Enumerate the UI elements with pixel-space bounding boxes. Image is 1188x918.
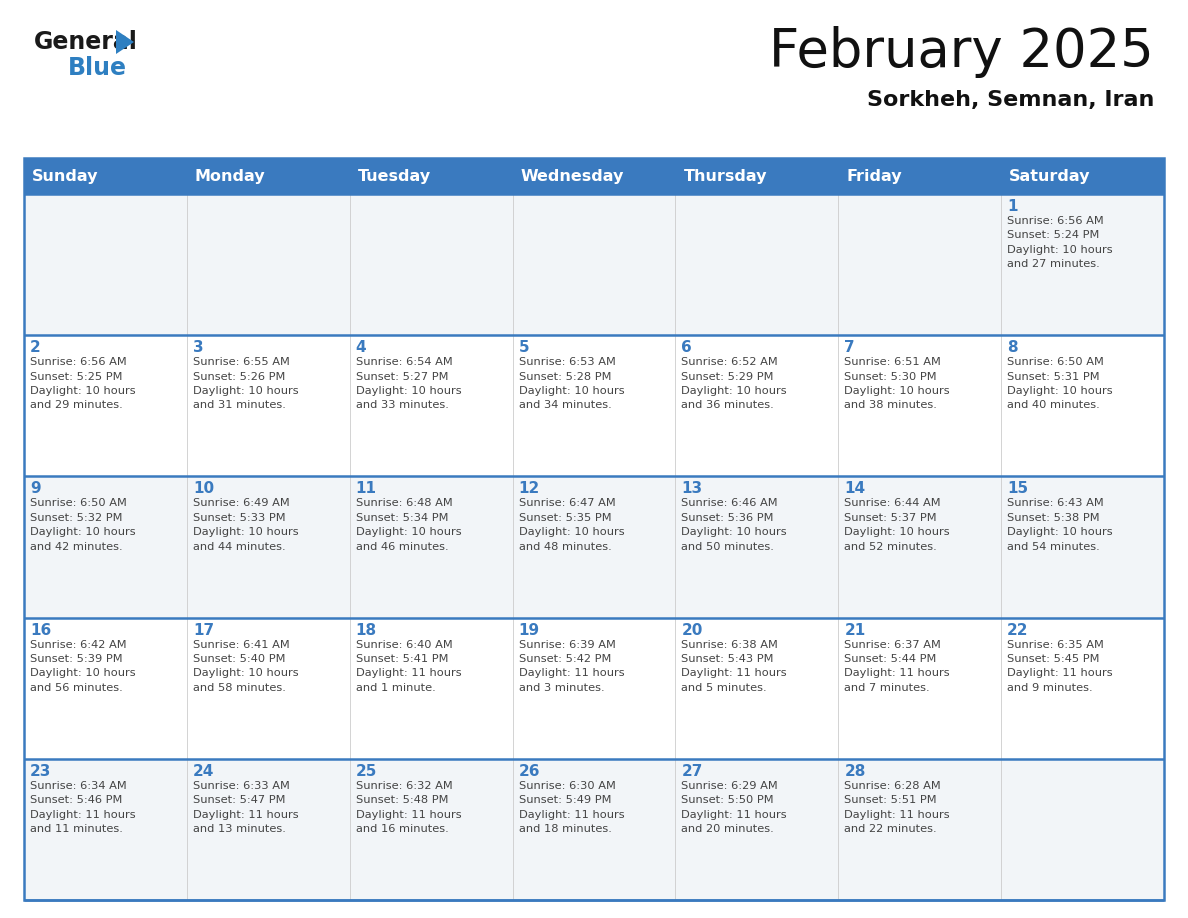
Text: Sunrise: 6:32 AM
Sunset: 5:48 PM
Daylight: 11 hours
and 16 minutes.: Sunrise: 6:32 AM Sunset: 5:48 PM Dayligh… (355, 781, 461, 834)
Text: 23: 23 (30, 764, 51, 778)
Polygon shape (116, 30, 134, 54)
Text: Sunrise: 6:37 AM
Sunset: 5:44 PM
Daylight: 11 hours
and 7 minutes.: Sunrise: 6:37 AM Sunset: 5:44 PM Dayligh… (845, 640, 950, 693)
Text: 17: 17 (192, 622, 214, 638)
Text: 15: 15 (1007, 481, 1029, 497)
Text: 16: 16 (30, 622, 51, 638)
Text: Sunrise: 6:44 AM
Sunset: 5:37 PM
Daylight: 10 hours
and 52 minutes.: Sunrise: 6:44 AM Sunset: 5:37 PM Dayligh… (845, 498, 950, 552)
Text: Sunrise: 6:49 AM
Sunset: 5:33 PM
Daylight: 10 hours
and 44 minutes.: Sunrise: 6:49 AM Sunset: 5:33 PM Dayligh… (192, 498, 298, 552)
Text: 27: 27 (682, 764, 703, 778)
Text: Sunrise: 6:50 AM
Sunset: 5:32 PM
Daylight: 10 hours
and 42 minutes.: Sunrise: 6:50 AM Sunset: 5:32 PM Dayligh… (30, 498, 135, 552)
Text: 6: 6 (682, 341, 693, 355)
Text: Thursday: Thursday (683, 169, 767, 184)
Text: General: General (34, 30, 138, 54)
Text: 21: 21 (845, 622, 866, 638)
Text: Sunrise: 6:50 AM
Sunset: 5:31 PM
Daylight: 10 hours
and 40 minutes.: Sunrise: 6:50 AM Sunset: 5:31 PM Dayligh… (1007, 357, 1113, 410)
Text: 3: 3 (192, 341, 203, 355)
Text: Tuesday: Tuesday (358, 169, 431, 184)
Text: 26: 26 (519, 764, 541, 778)
Text: Sunrise: 6:52 AM
Sunset: 5:29 PM
Daylight: 10 hours
and 36 minutes.: Sunrise: 6:52 AM Sunset: 5:29 PM Dayligh… (682, 357, 788, 410)
Text: Sunrise: 6:29 AM
Sunset: 5:50 PM
Daylight: 11 hours
and 20 minutes.: Sunrise: 6:29 AM Sunset: 5:50 PM Dayligh… (682, 781, 788, 834)
Text: 12: 12 (519, 481, 539, 497)
Text: Blue: Blue (68, 56, 127, 80)
Text: 20: 20 (682, 622, 703, 638)
Text: Sunday: Sunday (32, 169, 99, 184)
Text: 28: 28 (845, 764, 866, 778)
Text: Saturday: Saturday (1009, 169, 1091, 184)
Text: Sunrise: 6:43 AM
Sunset: 5:38 PM
Daylight: 10 hours
and 54 minutes.: Sunrise: 6:43 AM Sunset: 5:38 PM Dayligh… (1007, 498, 1113, 552)
Text: February 2025: February 2025 (770, 26, 1154, 78)
Text: 2: 2 (30, 341, 40, 355)
Text: Wednesday: Wednesday (520, 169, 624, 184)
Text: Sunrise: 6:54 AM
Sunset: 5:27 PM
Daylight: 10 hours
and 33 minutes.: Sunrise: 6:54 AM Sunset: 5:27 PM Dayligh… (355, 357, 461, 410)
Text: 14: 14 (845, 481, 865, 497)
Text: 9: 9 (30, 481, 40, 497)
Text: Sunrise: 6:35 AM
Sunset: 5:45 PM
Daylight: 11 hours
and 9 minutes.: Sunrise: 6:35 AM Sunset: 5:45 PM Dayligh… (1007, 640, 1113, 693)
Text: 10: 10 (192, 481, 214, 497)
Text: 18: 18 (355, 622, 377, 638)
Text: Sunrise: 6:41 AM
Sunset: 5:40 PM
Daylight: 10 hours
and 58 minutes.: Sunrise: 6:41 AM Sunset: 5:40 PM Dayligh… (192, 640, 298, 693)
Text: 22: 22 (1007, 622, 1029, 638)
Text: 4: 4 (355, 341, 366, 355)
Text: Sunrise: 6:56 AM
Sunset: 5:24 PM
Daylight: 10 hours
and 27 minutes.: Sunrise: 6:56 AM Sunset: 5:24 PM Dayligh… (1007, 216, 1113, 269)
Text: Sunrise: 6:53 AM
Sunset: 5:28 PM
Daylight: 10 hours
and 34 minutes.: Sunrise: 6:53 AM Sunset: 5:28 PM Dayligh… (519, 357, 624, 410)
Text: 1: 1 (1007, 199, 1018, 214)
Text: Friday: Friday (846, 169, 902, 184)
Text: Sunrise: 6:47 AM
Sunset: 5:35 PM
Daylight: 10 hours
and 48 minutes.: Sunrise: 6:47 AM Sunset: 5:35 PM Dayligh… (519, 498, 624, 552)
Text: Sunrise: 6:46 AM
Sunset: 5:36 PM
Daylight: 10 hours
and 50 minutes.: Sunrise: 6:46 AM Sunset: 5:36 PM Dayligh… (682, 498, 788, 552)
Text: Sunrise: 6:30 AM
Sunset: 5:49 PM
Daylight: 11 hours
and 18 minutes.: Sunrise: 6:30 AM Sunset: 5:49 PM Dayligh… (519, 781, 624, 834)
Text: 5: 5 (519, 341, 529, 355)
Text: Sunrise: 6:48 AM
Sunset: 5:34 PM
Daylight: 10 hours
and 46 minutes.: Sunrise: 6:48 AM Sunset: 5:34 PM Dayligh… (355, 498, 461, 552)
Text: Sunrise: 6:28 AM
Sunset: 5:51 PM
Daylight: 11 hours
and 22 minutes.: Sunrise: 6:28 AM Sunset: 5:51 PM Dayligh… (845, 781, 950, 834)
Text: Sunrise: 6:55 AM
Sunset: 5:26 PM
Daylight: 10 hours
and 31 minutes.: Sunrise: 6:55 AM Sunset: 5:26 PM Dayligh… (192, 357, 298, 410)
Text: Monday: Monday (195, 169, 265, 184)
Text: Sunrise: 6:38 AM
Sunset: 5:43 PM
Daylight: 11 hours
and 5 minutes.: Sunrise: 6:38 AM Sunset: 5:43 PM Dayligh… (682, 640, 788, 693)
Text: Sunrise: 6:33 AM
Sunset: 5:47 PM
Daylight: 11 hours
and 13 minutes.: Sunrise: 6:33 AM Sunset: 5:47 PM Dayligh… (192, 781, 298, 834)
Text: 24: 24 (192, 764, 214, 778)
Text: Sorkheh, Semnan, Iran: Sorkheh, Semnan, Iran (866, 90, 1154, 110)
Text: 13: 13 (682, 481, 702, 497)
Bar (24, 158, 1164, 194)
Text: Sunrise: 6:51 AM
Sunset: 5:30 PM
Daylight: 10 hours
and 38 minutes.: Sunrise: 6:51 AM Sunset: 5:30 PM Dayligh… (845, 357, 950, 410)
Text: Sunrise: 6:39 AM
Sunset: 5:42 PM
Daylight: 11 hours
and 3 minutes.: Sunrise: 6:39 AM Sunset: 5:42 PM Dayligh… (519, 640, 624, 693)
Bar (24, 759, 1164, 900)
Bar (24, 158, 1164, 900)
Bar (24, 335, 1164, 476)
Text: Sunrise: 6:34 AM
Sunset: 5:46 PM
Daylight: 11 hours
and 11 minutes.: Sunrise: 6:34 AM Sunset: 5:46 PM Dayligh… (30, 781, 135, 834)
Text: 8: 8 (1007, 341, 1018, 355)
Bar (24, 476, 1164, 618)
Text: 7: 7 (845, 341, 855, 355)
Text: Sunrise: 6:40 AM
Sunset: 5:41 PM
Daylight: 11 hours
and 1 minute.: Sunrise: 6:40 AM Sunset: 5:41 PM Dayligh… (355, 640, 461, 693)
Bar (24, 194, 1164, 335)
Text: 11: 11 (355, 481, 377, 497)
Text: 25: 25 (355, 764, 377, 778)
Text: 19: 19 (519, 622, 539, 638)
Bar (24, 618, 1164, 759)
Text: Sunrise: 6:42 AM
Sunset: 5:39 PM
Daylight: 10 hours
and 56 minutes.: Sunrise: 6:42 AM Sunset: 5:39 PM Dayligh… (30, 640, 135, 693)
Text: Sunrise: 6:56 AM
Sunset: 5:25 PM
Daylight: 10 hours
and 29 minutes.: Sunrise: 6:56 AM Sunset: 5:25 PM Dayligh… (30, 357, 135, 410)
